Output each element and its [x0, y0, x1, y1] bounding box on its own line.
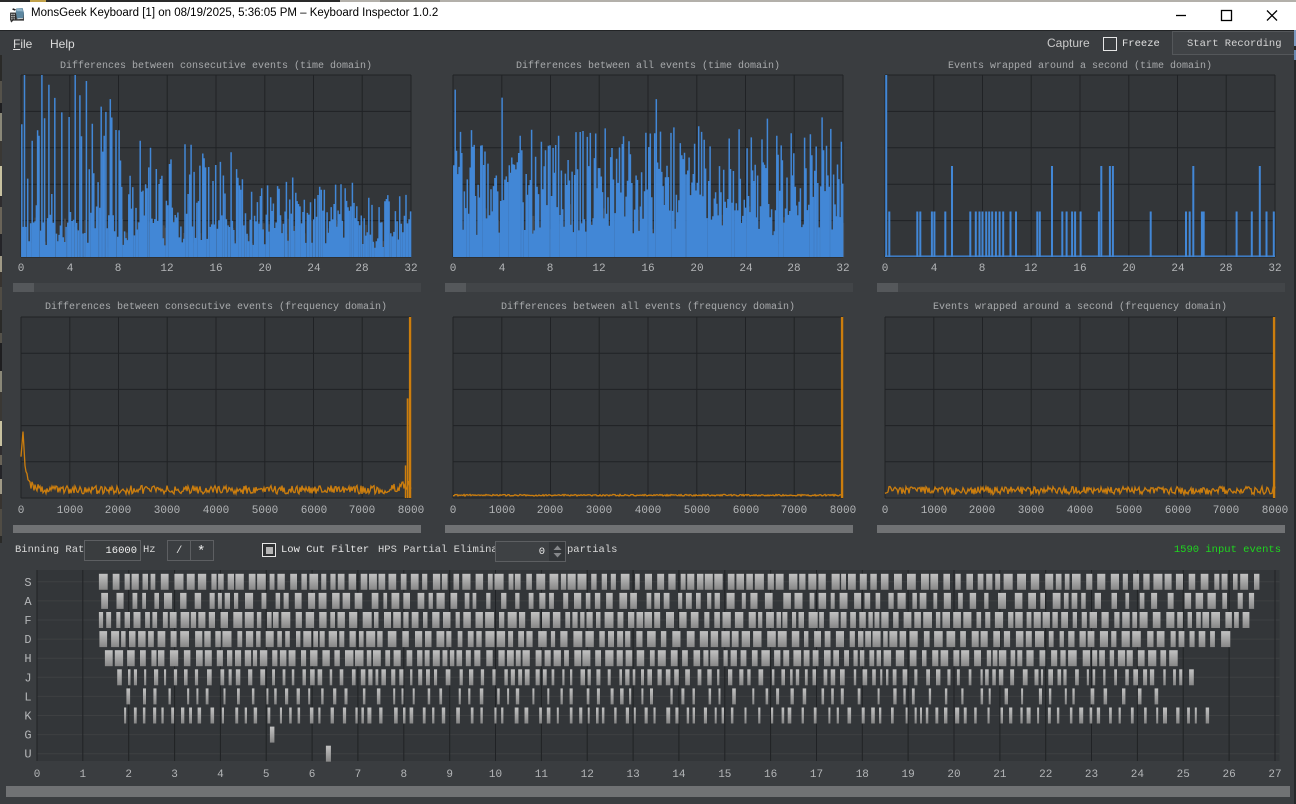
svg-text:11: 11 — [535, 769, 549, 781]
svg-text:8000: 8000 — [398, 505, 424, 517]
svg-text:12: 12 — [160, 263, 173, 275]
svg-text:1000: 1000 — [921, 505, 947, 517]
svg-text:3000: 3000 — [154, 505, 180, 517]
svg-text:Differences between all events: Differences between all events (time dom… — [516, 60, 780, 72]
svg-text:3: 3 — [171, 769, 178, 781]
svg-text:4000: 4000 — [635, 505, 661, 517]
svg-text:28: 28 — [787, 263, 800, 275]
svg-text:16: 16 — [764, 769, 777, 781]
svg-text:32: 32 — [404, 263, 417, 275]
svg-text:Events wrapped around a second: Events wrapped around a second (frequenc… — [933, 301, 1227, 313]
svg-text:4: 4 — [217, 769, 224, 781]
svg-text:7000: 7000 — [781, 505, 807, 517]
svg-text:1: 1 — [79, 769, 86, 781]
svg-text:7000: 7000 — [349, 505, 375, 517]
svg-text:19: 19 — [901, 769, 914, 781]
svg-text:16: 16 — [209, 263, 222, 275]
svg-text:4: 4 — [499, 263, 506, 275]
svg-text:24: 24 — [739, 263, 753, 275]
svg-text:12: 12 — [1024, 263, 1037, 275]
svg-text:5000: 5000 — [252, 505, 278, 517]
svg-text:Differences between consecutiv: Differences between consecutive events (… — [45, 301, 387, 313]
svg-text:H: H — [24, 652, 31, 666]
svg-text:2000: 2000 — [969, 505, 995, 517]
svg-text:5000: 5000 — [1116, 505, 1142, 517]
svg-text:12: 12 — [581, 769, 594, 781]
svg-text:16: 16 — [641, 263, 654, 275]
svg-text:1000: 1000 — [57, 505, 83, 517]
svg-text:8: 8 — [400, 769, 407, 781]
svg-text:24: 24 — [307, 263, 321, 275]
svg-text:23: 23 — [1085, 769, 1098, 781]
svg-text:0: 0 — [34, 769, 41, 781]
svg-text:6: 6 — [309, 769, 316, 781]
svg-text:S: S — [24, 576, 31, 590]
svg-text:2: 2 — [125, 769, 132, 781]
svg-text:0: 0 — [450, 263, 457, 275]
svg-text:Events wrapped around a second: Events wrapped around a second (time dom… — [948, 60, 1212, 72]
svg-text:13: 13 — [626, 769, 639, 781]
svg-text:0: 0 — [882, 505, 889, 517]
svg-text:32: 32 — [1268, 263, 1281, 275]
svg-text:Differences between consecutiv: Differences between consecutive events (… — [60, 60, 372, 72]
svg-text:4000: 4000 — [1067, 505, 1093, 517]
svg-text:0: 0 — [450, 505, 457, 517]
svg-text:18: 18 — [856, 769, 869, 781]
svg-text:2000: 2000 — [105, 505, 131, 517]
svg-text:1000: 1000 — [489, 505, 515, 517]
svg-text:24: 24 — [1171, 263, 1185, 275]
svg-text:8: 8 — [547, 263, 554, 275]
svg-text:6000: 6000 — [733, 505, 759, 517]
svg-text:3000: 3000 — [1018, 505, 1044, 517]
svg-text:28: 28 — [1219, 263, 1232, 275]
svg-text:4: 4 — [931, 263, 938, 275]
svg-text:L: L — [24, 690, 31, 704]
svg-text:32: 32 — [836, 263, 849, 275]
svg-text:7000: 7000 — [1213, 505, 1239, 517]
svg-text:U: U — [24, 748, 31, 762]
svg-text:D: D — [24, 633, 31, 647]
svg-text:3000: 3000 — [586, 505, 612, 517]
svg-text:4: 4 — [67, 263, 74, 275]
svg-text:8000: 8000 — [1262, 505, 1288, 517]
svg-text:21: 21 — [993, 769, 1007, 781]
svg-text:K: K — [24, 710, 32, 724]
svg-text:15: 15 — [718, 769, 731, 781]
svg-text:16: 16 — [1073, 263, 1086, 275]
svg-text:4000: 4000 — [203, 505, 229, 517]
svg-text:0: 0 — [18, 263, 25, 275]
svg-text:6000: 6000 — [301, 505, 327, 517]
svg-text:F: F — [24, 614, 31, 628]
svg-text:5000: 5000 — [684, 505, 710, 517]
svg-text:J: J — [24, 671, 31, 685]
svg-text:9: 9 — [446, 769, 453, 781]
svg-text:20: 20 — [258, 263, 271, 275]
svg-text:22: 22 — [1039, 769, 1052, 781]
svg-text:6000: 6000 — [1165, 505, 1191, 517]
svg-text:G: G — [24, 729, 31, 743]
svg-text:2000: 2000 — [537, 505, 563, 517]
svg-text:7: 7 — [355, 769, 362, 781]
svg-text:10: 10 — [489, 769, 502, 781]
svg-text:14: 14 — [672, 769, 686, 781]
svg-text:20: 20 — [690, 263, 703, 275]
svg-text:Differences between all events: Differences between all events (frequenc… — [501, 301, 795, 313]
svg-text:8: 8 — [115, 263, 122, 275]
svg-text:20: 20 — [947, 769, 960, 781]
svg-text:12: 12 — [592, 263, 605, 275]
svg-text:25: 25 — [1177, 769, 1190, 781]
svg-text:26: 26 — [1222, 769, 1235, 781]
svg-text:0: 0 — [882, 263, 889, 275]
svg-text:5: 5 — [263, 769, 270, 781]
svg-text:17: 17 — [810, 769, 823, 781]
svg-text:0: 0 — [18, 505, 25, 517]
svg-text:27: 27 — [1268, 769, 1281, 781]
svg-text:A: A — [24, 595, 32, 609]
svg-text:8000: 8000 — [830, 505, 856, 517]
svg-text:24: 24 — [1131, 769, 1145, 781]
svg-text:28: 28 — [355, 263, 368, 275]
svg-text:8: 8 — [979, 263, 986, 275]
svg-text:20: 20 — [1122, 263, 1135, 275]
